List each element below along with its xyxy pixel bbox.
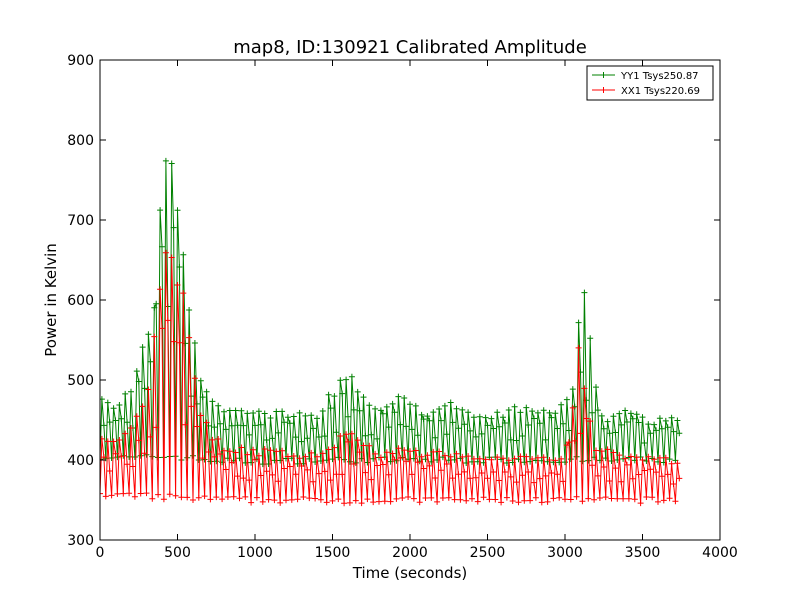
y-tick-label: 500 [67, 373, 94, 389]
y-tick-label: 600 [67, 293, 94, 309]
y-tick-label: 700 [67, 213, 94, 229]
x-axis-label: Time (seconds) [352, 564, 468, 582]
y-tick-label: 900 [67, 53, 94, 69]
y-tick-label: 400 [67, 453, 94, 469]
legend-marker [600, 72, 607, 78]
y-tick-label: 300 [67, 533, 94, 549]
legend-label: YY1 Tsys250.87 [620, 71, 699, 82]
legend-marker [600, 87, 607, 93]
x-tick-label: 2000 [392, 545, 428, 561]
x-tick-label: 2500 [470, 545, 506, 561]
plot-area [100, 157, 683, 507]
x-tick-label: 0 [96, 545, 105, 561]
x-tick-label: 500 [164, 545, 191, 561]
legend-box [586, 65, 714, 101]
series-markers [100, 249, 683, 507]
x-tick-label: 1500 [315, 545, 351, 561]
x-tick-label: 3000 [547, 545, 583, 561]
legend: YY1 Tsys250.87 XX1 Tsys220.69 [586, 65, 714, 101]
y-tick-label: 800 [67, 133, 94, 149]
x-tick-label: 3500 [625, 545, 661, 561]
x-tick-label: 4000 [702, 545, 738, 561]
series-xx1 [100, 249, 683, 507]
series-line [100, 252, 680, 504]
x-tick-label: 1000 [237, 545, 273, 561]
chart-title: map8, ID:130921 Calibrated Amplitude [233, 37, 587, 58]
y-axis-label: Power in Kelvin [42, 243, 60, 357]
legend-label: XX1 Tsys220.69 [621, 86, 700, 97]
axis-ticks: 0 500 1000 1500 2000 2500 3000 3500 4000 300 400 50… [67, 53, 738, 561]
